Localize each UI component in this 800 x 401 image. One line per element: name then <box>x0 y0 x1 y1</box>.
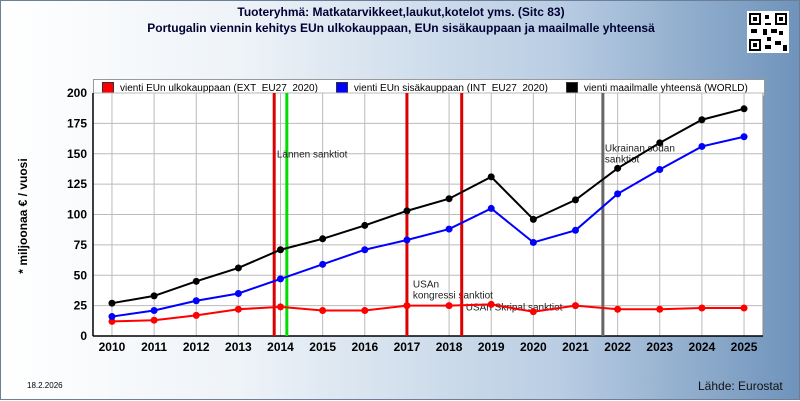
event-label: kongressi sanktiot <box>413 290 493 301</box>
y-tick-label: 75 <box>74 238 88 252</box>
data-point <box>319 306 327 314</box>
data-point <box>361 221 369 229</box>
data-point <box>108 317 116 325</box>
legend-label-int: vienti EUn sisäkauppaan (INT_EU27_2020) <box>353 82 548 94</box>
data-point <box>361 306 369 314</box>
y-tick-label: 150 <box>67 147 87 161</box>
x-tick-label: 2021 <box>562 340 589 354</box>
data-point <box>319 235 327 243</box>
data-point <box>740 133 748 141</box>
data-point <box>529 308 537 316</box>
data-point <box>403 236 411 244</box>
qr-code-icon <box>747 11 789 53</box>
y-tick-label: 200 <box>67 86 87 100</box>
data-point <box>571 302 579 310</box>
chart-title: Tuoteryhmä: Matkatarvikkeet,laukut,kotel… <box>237 5 565 19</box>
data-point <box>234 264 242 272</box>
data-point <box>445 225 453 233</box>
series-line <box>111 303 745 323</box>
data-point <box>698 304 706 312</box>
data-point <box>319 260 327 268</box>
legend-item-ext: vienti EUn ulkokauppaan (EXT_EU27_2020) <box>102 82 318 94</box>
x-tick-label: 2020 <box>520 340 547 354</box>
series-line <box>111 135 745 318</box>
x-tick-label: 2017 <box>394 340 421 354</box>
data-point <box>529 238 537 246</box>
data-point <box>529 215 537 223</box>
x-tick-label: 2012 <box>183 340 210 354</box>
x-tick-label: 2016 <box>351 340 378 354</box>
legend-label-ext: vienti EUn ulkokauppaan (EXT_EU27_2020) <box>120 82 318 94</box>
x-tick-label: 2015 <box>309 340 336 354</box>
data-point <box>234 289 242 297</box>
data-point <box>403 302 411 310</box>
x-tick-label: 2013 <box>225 340 252 354</box>
y-tick-label: 25 <box>74 299 88 313</box>
data-point <box>445 195 453 203</box>
x-tick-label: 2019 <box>478 340 505 354</box>
data-point <box>614 190 622 198</box>
y-tick-label: 125 <box>67 177 87 191</box>
data-point <box>698 116 706 124</box>
date-stamp: 18.2.2026 <box>27 381 63 390</box>
data-point <box>571 226 579 234</box>
data-point <box>150 306 158 314</box>
x-tick-label: 2023 <box>646 340 673 354</box>
series-line <box>111 107 745 305</box>
event-label: USAn <box>413 279 439 290</box>
data-point <box>656 305 664 313</box>
data-point <box>656 166 664 174</box>
data-point <box>487 204 495 212</box>
source-note: Lähde: Eurostat <box>698 379 783 393</box>
x-tick-label: 2022 <box>604 340 631 354</box>
data-point <box>277 275 285 283</box>
data-point <box>698 142 706 150</box>
event-label: Ukrainan sodan <box>605 143 675 154</box>
event-label: sanktiot <box>605 154 640 165</box>
y-tick-label: 0 <box>80 329 87 343</box>
data-point <box>192 297 200 305</box>
data-point <box>361 246 369 254</box>
x-tick-label: 2024 <box>689 340 716 354</box>
data-point <box>234 305 242 313</box>
y-tick-label: 50 <box>74 268 88 282</box>
data-point <box>108 299 116 307</box>
event-label: Lännen sanktiot <box>277 149 348 160</box>
data-point <box>108 313 116 321</box>
data-point <box>403 207 411 215</box>
x-tick-label: 2025 <box>731 340 758 354</box>
data-point <box>150 316 158 324</box>
x-tick-label: 2014 <box>267 340 294 354</box>
data-point <box>487 300 495 308</box>
data-point <box>740 304 748 312</box>
data-point <box>656 139 664 147</box>
x-tick-label: 2010 <box>99 340 126 354</box>
data-point <box>192 311 200 319</box>
data-point <box>487 173 495 181</box>
data-point <box>277 246 285 254</box>
y-tick-label: 100 <box>67 208 87 222</box>
data-point <box>571 196 579 204</box>
data-point <box>150 292 158 300</box>
data-point <box>192 277 200 285</box>
data-point <box>740 105 748 113</box>
x-tick-label: 2011 <box>141 340 167 354</box>
x-tick-label: 2018 <box>436 340 463 354</box>
y-tick-label: 175 <box>67 116 87 130</box>
data-point <box>277 303 285 311</box>
data-point <box>614 305 622 313</box>
legend-label-world: vienti maailmalle yhteensä (WORLD) <box>583 82 748 94</box>
data-point <box>445 302 453 310</box>
chart-subtitle: Portugalin viennin kehitys EUn ulkokaupp… <box>147 21 655 35</box>
data-point <box>614 164 622 172</box>
